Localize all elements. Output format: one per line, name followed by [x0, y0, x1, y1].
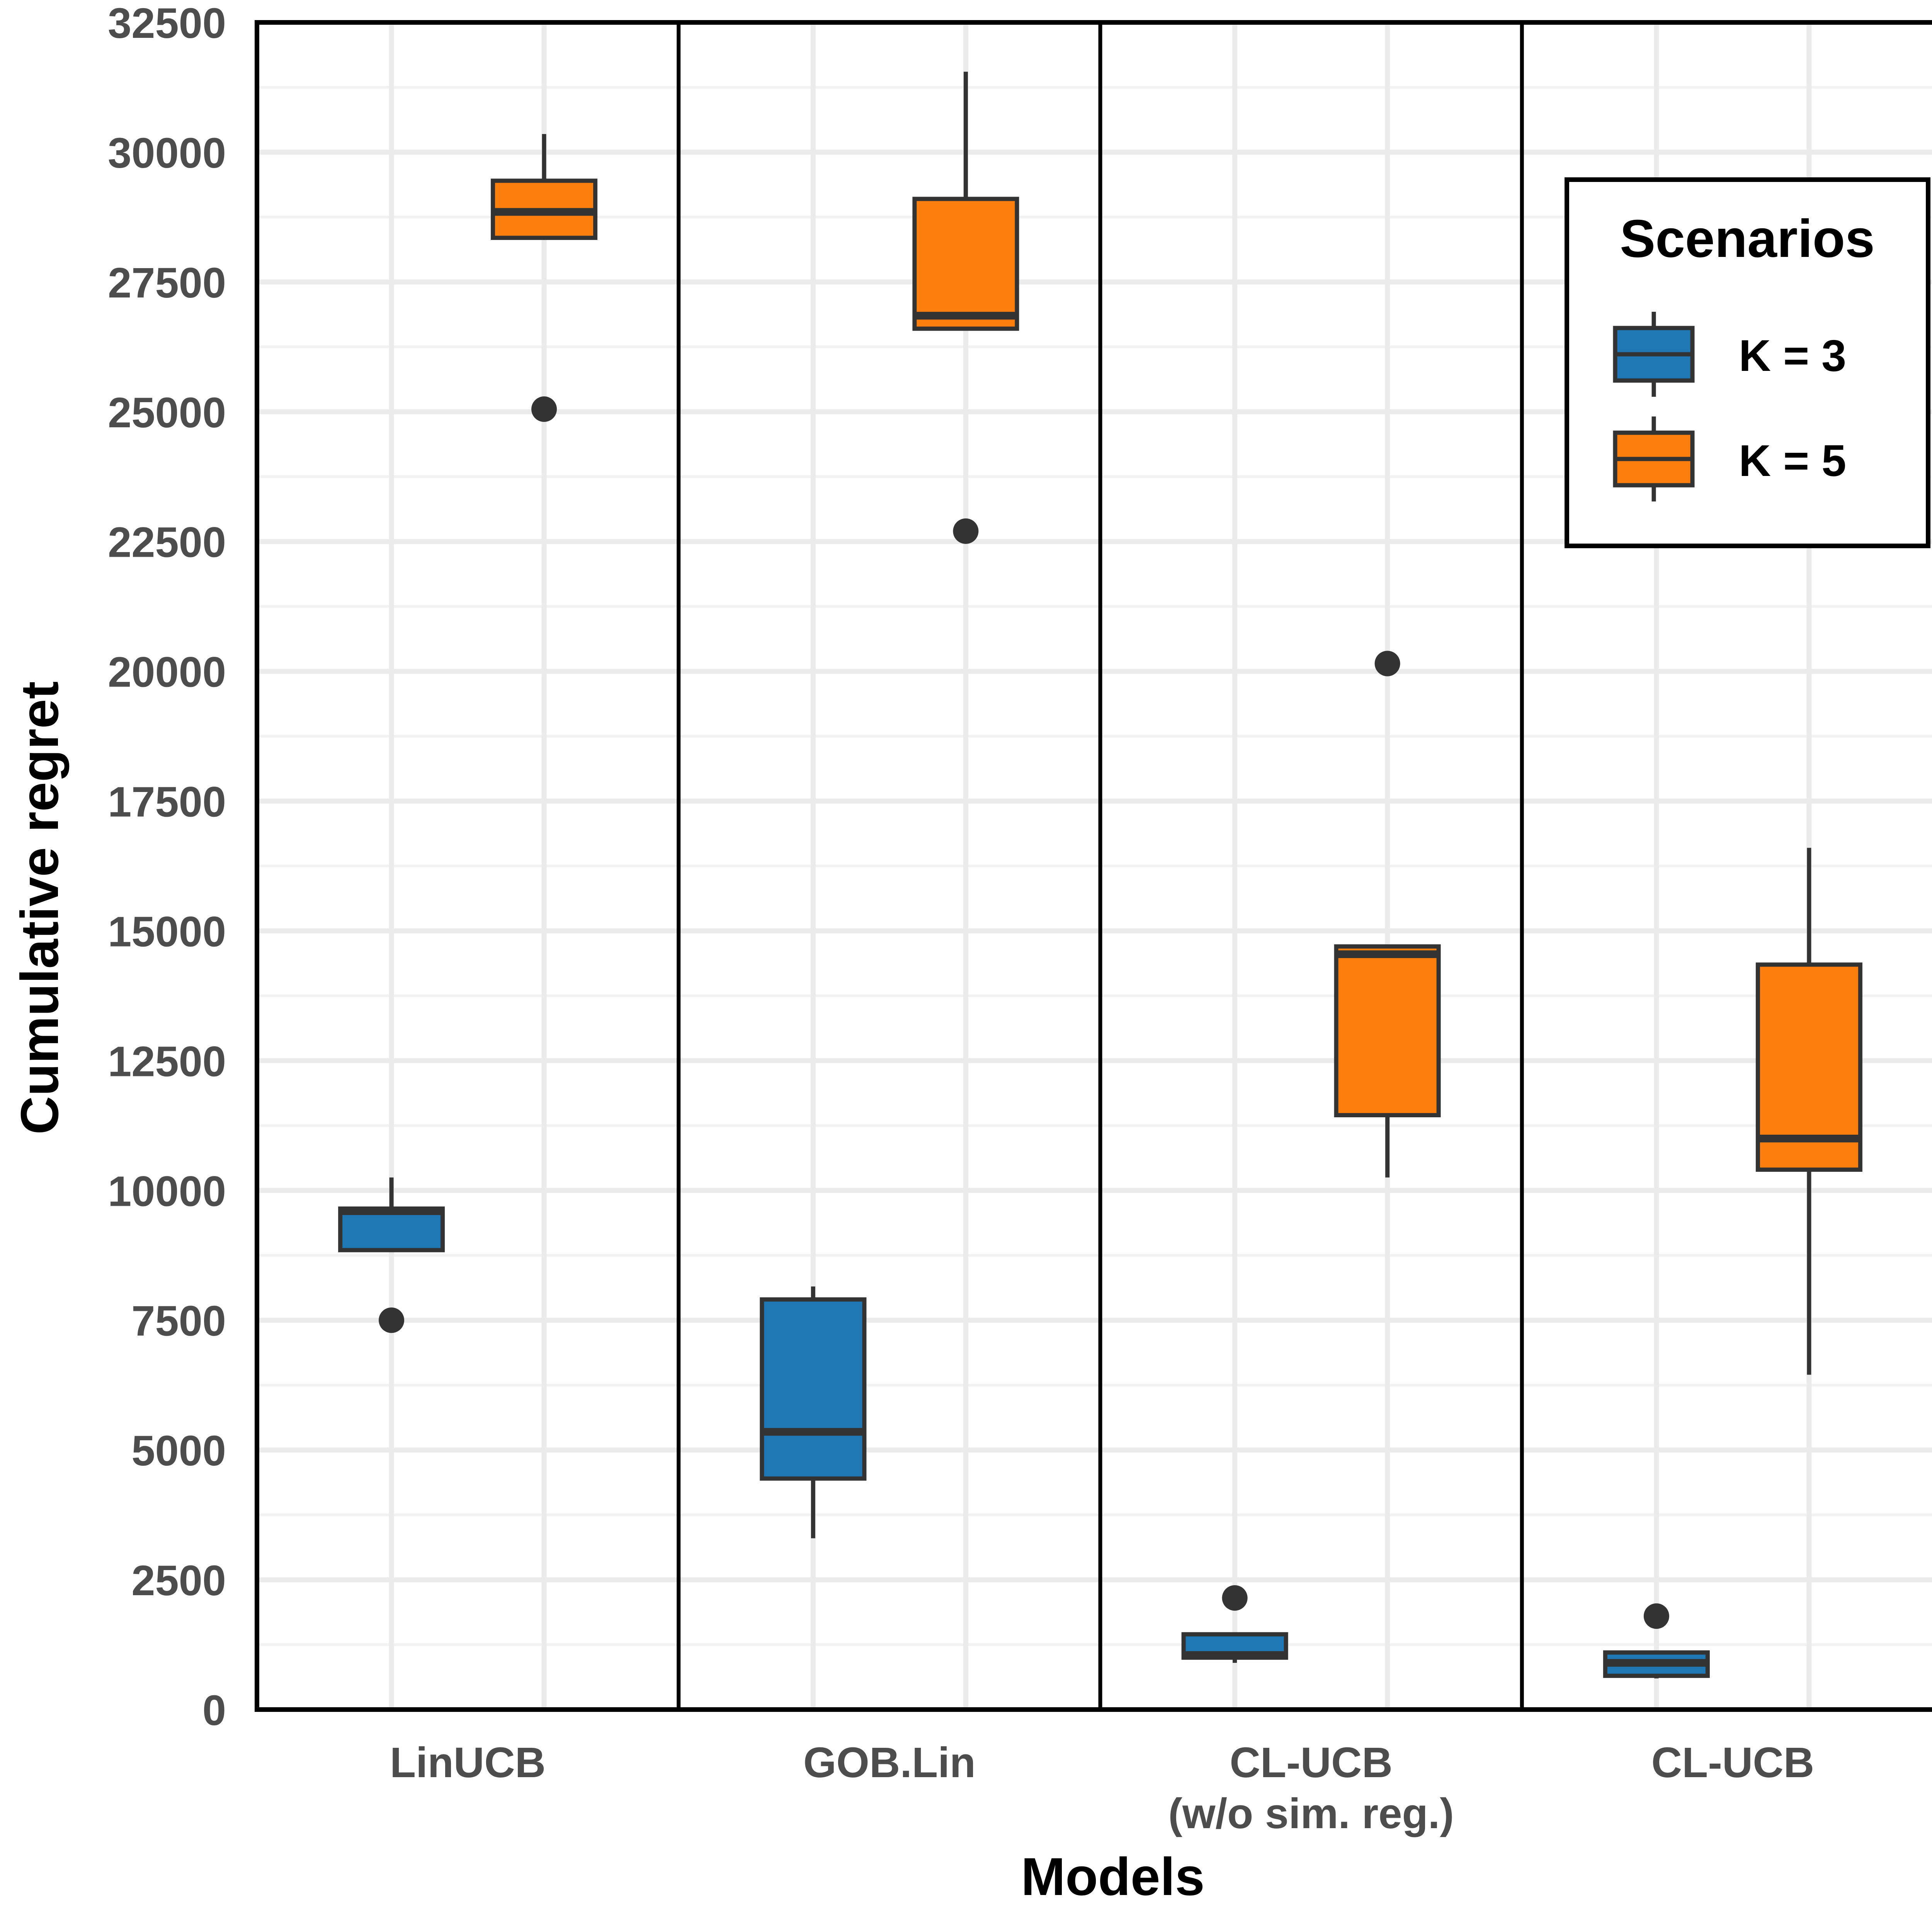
x-axis-ticks: LinUCB GOB.Lin CL-UCB(w/o sim. reg.)CL-UCB	[390, 1739, 1814, 1837]
outlier-point	[1374, 651, 1400, 676]
y-tick-label: 22500	[108, 519, 226, 566]
legend: Scenarios K = 3 K = 5	[1565, 177, 1930, 548]
y-tick-label: 30000	[108, 129, 226, 177]
x-tick-sublabel: (w/o sim. reg.)	[1168, 1790, 1454, 1837]
legend-label-k5: K = 5	[1739, 436, 1846, 486]
box-k3-1	[338, 1177, 445, 1333]
outlier-point	[1643, 1603, 1669, 1629]
y-tick-label: 2500	[131, 1557, 226, 1604]
legend-title: Scenarios	[1620, 209, 1875, 269]
y-tick-label: 32500	[108, 0, 226, 47]
legend-keys	[1613, 312, 1695, 501]
box-body	[760, 1297, 867, 1481]
box-k5-2	[912, 71, 1019, 544]
y-tick-label: 7500	[131, 1297, 226, 1345]
legend-key-1	[1613, 312, 1695, 397]
x-tick-label: CL-UCB	[1230, 1739, 1393, 1786]
y-axis-title: Cumulative regret	[10, 681, 70, 1134]
box-body	[338, 1206, 445, 1253]
box-marks	[338, 71, 1862, 1679]
outlier-point	[531, 396, 557, 422]
y-tick-label: 0	[202, 1687, 226, 1734]
legend-label-k3: K = 3	[1739, 331, 1846, 381]
y-tick-label: 5000	[131, 1427, 226, 1475]
x-tick-label: GOB.Lin	[803, 1739, 976, 1786]
box-k5-4	[1755, 848, 1862, 1375]
x-axis-title: Models	[1021, 1847, 1204, 1907]
plot-frame	[255, 20, 1932, 1712]
outlier-point	[1222, 1585, 1248, 1611]
x-tick-label: LinUCB	[390, 1739, 546, 1786]
y-tick-label: 27500	[108, 259, 226, 307]
y-tick-label: 10000	[108, 1168, 226, 1215]
y-tick-label: 15000	[108, 908, 226, 955]
box-k5-1	[491, 134, 598, 422]
y-tick-label: 20000	[108, 649, 226, 696]
box-body	[912, 197, 1019, 331]
x-tick-label: CL-UCB	[1651, 1739, 1815, 1786]
y-tick-label: 12500	[108, 1038, 226, 1085]
legend-key-2	[1613, 416, 1695, 501]
box-k3-4	[1603, 1603, 1710, 1679]
box-k3-2	[760, 1286, 867, 1538]
y-tick-label: 25000	[108, 389, 226, 437]
box-k3-3	[1181, 1585, 1288, 1663]
outlier-point	[953, 518, 979, 544]
y-tick-label: 17500	[108, 778, 226, 826]
box-k5-3	[1334, 651, 1441, 1178]
y-axis-ticks: 0 2500 5000 7500 10000 12500 15000 17500 20000 22…	[108, 0, 226, 1734]
outlier-point	[379, 1307, 405, 1333]
box-body	[1334, 944, 1441, 1117]
